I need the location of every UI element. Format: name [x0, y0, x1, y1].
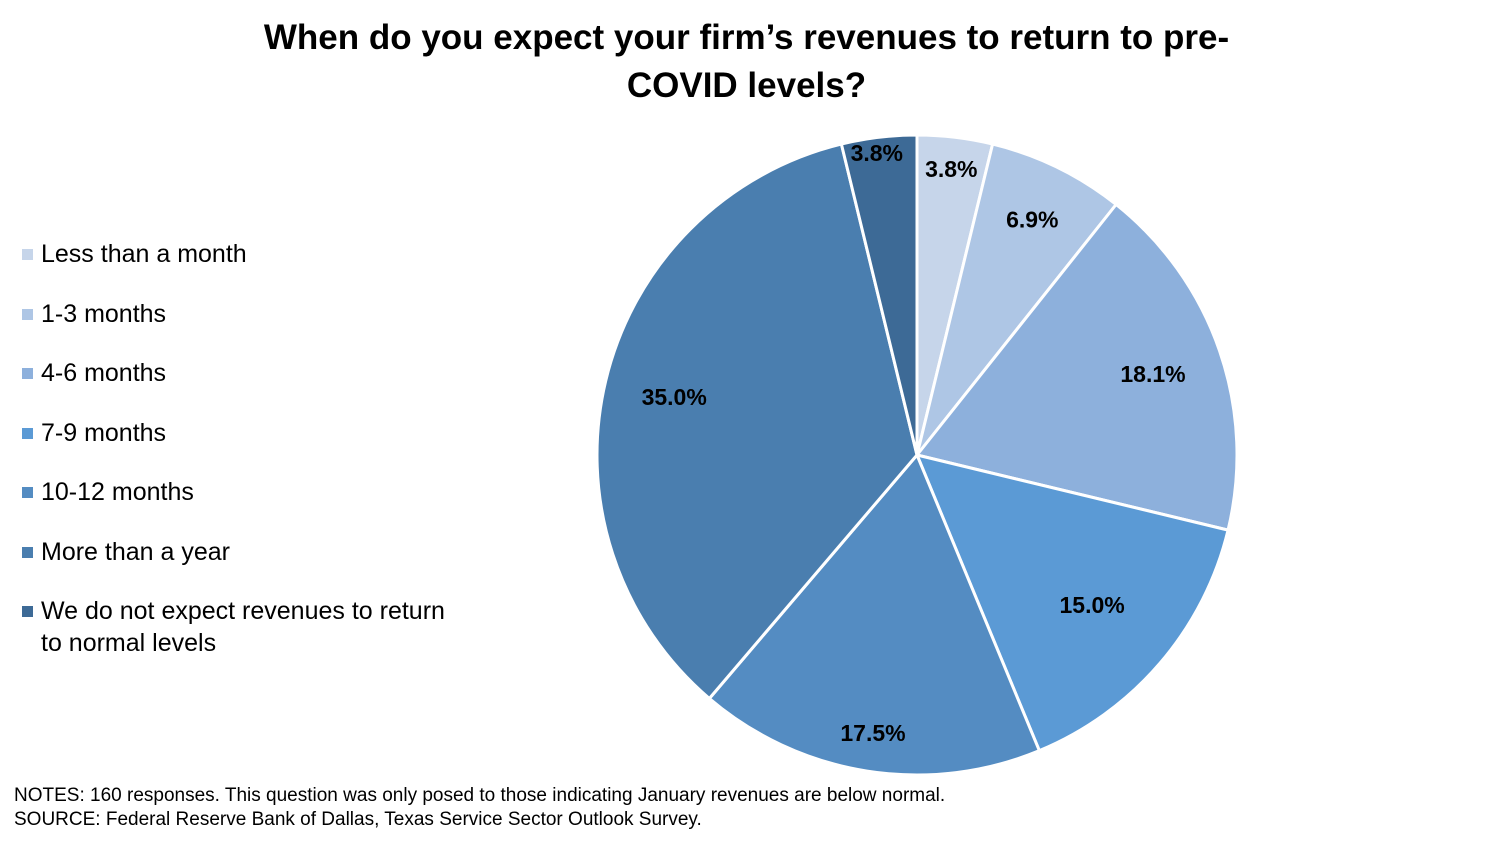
pie-slices: [595, 133, 1239, 777]
legend-swatch: [22, 249, 33, 260]
slice-data-label: 17.5%: [840, 720, 905, 746]
slice-data-label: 3.8%: [851, 140, 903, 166]
pie-slice: [915, 453, 1230, 753]
legend-label-line: More than a year: [41, 538, 230, 566]
pie-slice: [595, 142, 919, 700]
legend-label: 4-6 months: [41, 357, 511, 389]
chart-title-line: COVID levels?: [626, 66, 867, 105]
legend-label-line: 4-6 months: [41, 359, 167, 387]
pie-slice: [839, 133, 919, 457]
slice-data-label: 15.0%: [1059, 592, 1124, 618]
legend-item: 1-3 months: [22, 298, 511, 330]
legend-label-line: 1-3 months: [41, 300, 167, 328]
legend-item: Less than a month: [22, 238, 511, 270]
legend-label-line: to normal levels: [41, 629, 217, 657]
slice-data-label: 35.0%: [642, 384, 707, 410]
notes-text: NOTES: 160 responses. This question was …: [14, 785, 946, 806]
legend-label: Less than a month: [41, 238, 511, 270]
legend-item: 7-9 months: [22, 417, 511, 449]
legend-swatch: [22, 309, 33, 320]
legend-label: 1-3 months: [41, 298, 511, 330]
pie-slice: [915, 142, 1118, 457]
legend-label: We do not expect revenues to return to no…: [41, 595, 511, 659]
legend-label: 7-9 months: [41, 417, 511, 449]
pie-slice: [915, 203, 1239, 532]
pie-data-labels: 3.8% 6.9% 18.1% 15.0% 17.5% 35.0% 3.8%: [642, 140, 1186, 746]
legend-item: 10-12 months: [22, 476, 511, 508]
legend-label: 10-12 months: [41, 476, 511, 508]
legend-swatch: [22, 368, 33, 379]
chart-title-line: When do you expect your firm’s revenues …: [263, 18, 1230, 57]
slice-data-label: 3.8%: [925, 156, 977, 182]
footnotes: NOTES: 160 responses. This question was …: [14, 784, 945, 832]
legend-item: 4-6 months: [22, 357, 511, 389]
legend-swatch: [22, 487, 33, 498]
slice-data-label: 6.9%: [1006, 206, 1058, 232]
pie-slice: [707, 453, 1041, 777]
legend-swatch: [22, 547, 33, 558]
legend-label-line: 10-12 months: [41, 478, 194, 506]
slice-data-label: 18.1%: [1120, 361, 1185, 387]
legend-label: More than a year: [41, 536, 511, 568]
legend-label-line: Less than a month: [41, 240, 247, 268]
legend-label-line: 7-9 months: [41, 419, 167, 447]
chart-title: When do you expect your firm’s revenues …: [100, 14, 1393, 110]
legend-label-line: We do not expect revenues to return: [41, 597, 445, 625]
legend-swatch: [22, 606, 33, 617]
legend-item: We do not expect revenues to return to no…: [22, 595, 511, 659]
legend-item: More than a year: [22, 536, 511, 568]
legend-swatch: [22, 428, 33, 439]
source-text: SOURCE: Federal Reserve Bank of Dallas, …: [14, 809, 702, 830]
